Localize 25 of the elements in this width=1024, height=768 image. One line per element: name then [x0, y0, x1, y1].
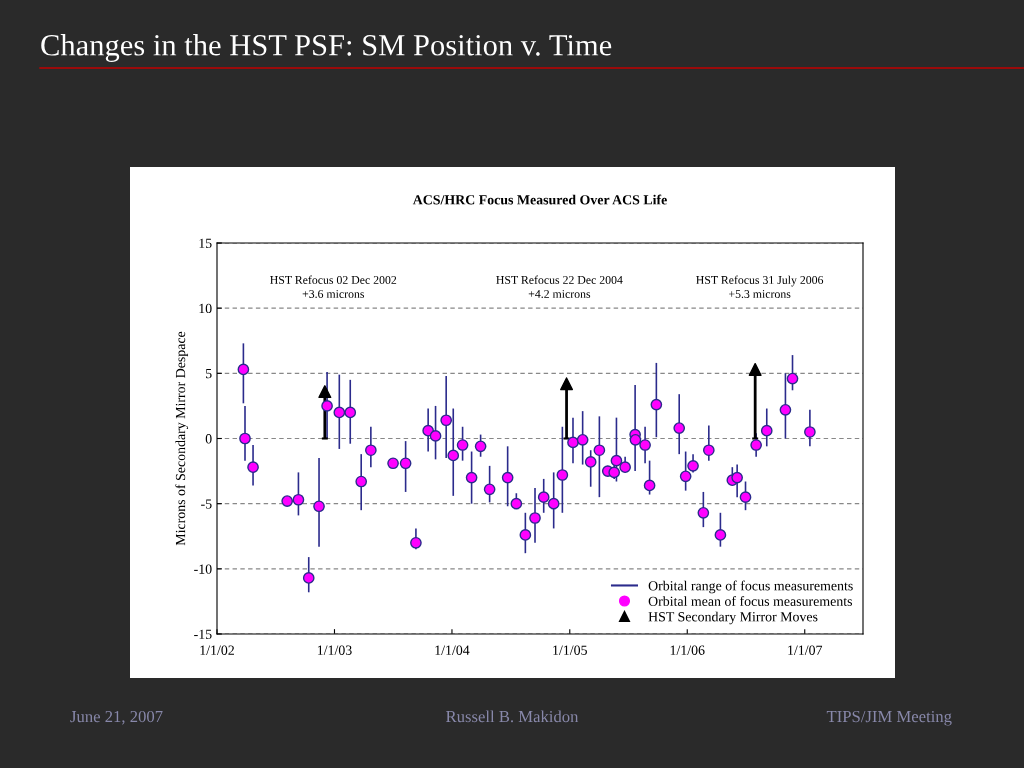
annotation: HST Refocus 02 Dec 2002 +3.6 microns	[270, 275, 397, 298]
y-tick-label: -5	[201, 499, 212, 509]
annotation: HST Refocus 31 July 2006 +5.3 microns	[696, 275, 824, 299]
annotation: HST Refocus 22 Dec 2004 +4.2 microns	[496, 275, 623, 298]
x-tick-label: 1/1/04	[435, 645, 470, 655]
text: Russell B. Makidon	[446, 710, 579, 723]
y-tick-label: 5	[206, 369, 212, 379]
y-tick-label: 15	[199, 238, 212, 248]
x-tick-label: 1/1/06	[670, 645, 705, 655]
y-tick-label: -10	[194, 564, 212, 574]
legend-label: Orbital range of focus measurements	[648, 580, 853, 594]
text: TIPS/JIM Meeting	[826, 710, 952, 726]
x-tick-label: 1/1/05	[553, 645, 587, 655]
legend-label: HST Secondary Mirror Moves	[648, 611, 818, 625]
x-tick-label: 1/1/03	[317, 645, 352, 655]
x-tick-label: 1/1/07	[788, 645, 823, 655]
y-axis-title: Microns of Secondary Mirror Despace	[175, 331, 189, 546]
y-tick-label: 0	[205, 434, 212, 444]
text: June 21, 2007	[70, 710, 163, 725]
chart-subtitle: ACS/HRC Focus Measured Over ACS Life	[412, 194, 667, 205]
chart-title: Changes in the HST PSF: SM Position v. Time	[41, 34, 612, 62]
y-tick-label: 10	[199, 303, 212, 314]
legend-label: Orbital mean of focus measurements	[648, 596, 852, 606]
y-tick-label: -15	[194, 629, 212, 639]
x-tick-label: 1/1/02	[200, 645, 234, 655]
